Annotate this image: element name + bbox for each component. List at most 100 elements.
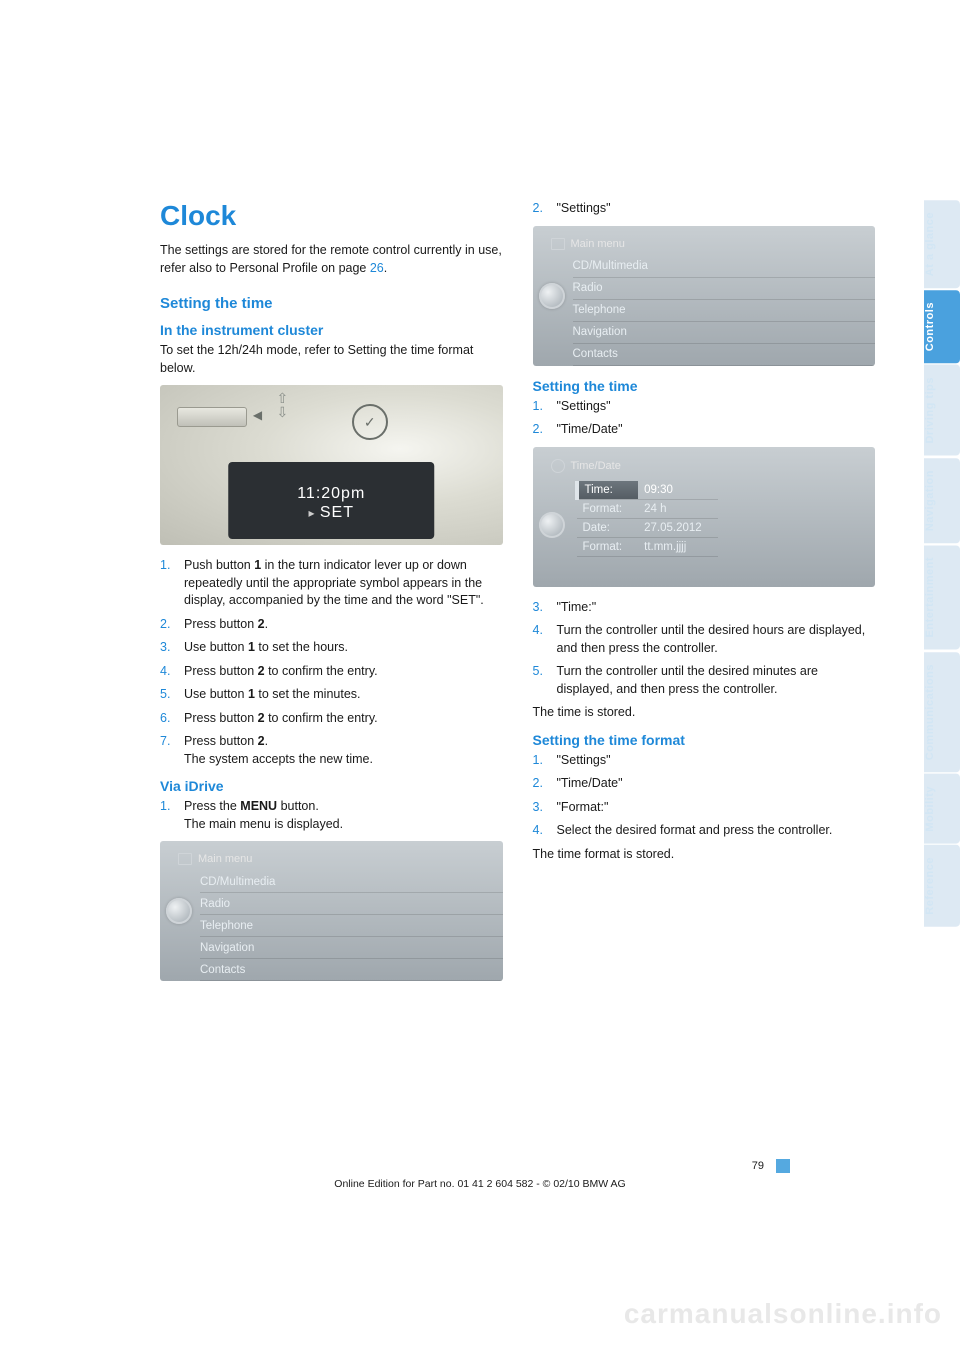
heading-setting-time: Setting the time (160, 295, 503, 312)
menu-item: Contacts (573, 344, 876, 366)
step-text: Press button 2 to confirm the entry. (184, 663, 503, 681)
figure-time-date: Time/Date Time:09:30Format:24 hDate:27.0… (533, 447, 876, 587)
step-text: Push button 1 in the turn indicator leve… (184, 557, 503, 610)
left-column: Clock The settings are stored for the re… (160, 200, 503, 993)
table-cell: Time: (577, 481, 639, 500)
menu-items: CD/MultimediaRadioTelephoneNavigationCon… (160, 871, 503, 981)
step-number: 4. (533, 622, 557, 657)
step-text: "Time:" (557, 599, 876, 617)
heading-time-format: Setting the time format (533, 732, 876, 748)
step-number: 1. (160, 798, 184, 833)
controller-knob-icon (539, 283, 565, 309)
edition-line: Online Edition for Part no. 01 41 2 604 … (0, 1178, 960, 1190)
step-text: "Time/Date" (557, 775, 876, 793)
list-item: 1."Settings" (533, 752, 876, 770)
step-number: 6. (160, 710, 184, 728)
list-item: 6.Press button 2 to confirm the entry. (160, 710, 503, 728)
step-text: "Format:" (557, 799, 876, 817)
step-text: Use button 1 to set the minutes. (184, 686, 503, 704)
table-row: Format:24 h (577, 499, 718, 518)
menu-item: Radio (200, 893, 503, 915)
page-number: 79 (752, 1160, 764, 1172)
menu-title: Main menu (198, 853, 252, 865)
page-content: Clock The settings are stored for the re… (0, 0, 960, 1220)
step-number: 1. (160, 557, 184, 610)
step-number: 2. (533, 200, 557, 218)
menu-item: Radio (573, 278, 876, 300)
list-item: 1.Push button 1 in the turn indicator le… (160, 557, 503, 610)
figure-main-menu-1: Main menu CD/MultimediaRadioTelephoneNav… (160, 841, 503, 981)
page-footer: 79 Online Edition for Part no. 01 41 2 6… (0, 1156, 960, 1190)
list-item: 2."Time/Date" (533, 775, 876, 793)
side-tabs: At a glanceControlsDriving tipsNavigatio… (924, 200, 960, 929)
menu-icon (551, 238, 565, 250)
menu-item: Navigation (200, 937, 503, 959)
timedate-header: Time/Date (533, 455, 876, 481)
list-item: 4.Turn the controller until the desired … (533, 622, 876, 657)
side-tab[interactable]: Driving tips (924, 365, 960, 456)
heading-instrument-cluster: In the instrument cluster (160, 322, 503, 338)
step-number: 4. (160, 663, 184, 681)
menu-item: CD/Multimedia (200, 871, 503, 893)
heading-via-idrive: Via iDrive (160, 778, 503, 794)
side-tab[interactable]: Controls (924, 290, 960, 363)
dial-icon (352, 404, 388, 440)
list-item: 1."Settings" (533, 398, 876, 416)
right-column: 2. "Settings" Main menu CD/MultimediaRad… (533, 200, 876, 993)
table-cell: 27.05.2012 (638, 518, 718, 537)
step-text: "Time/Date" (557, 421, 876, 439)
lever-icon (177, 407, 247, 427)
table-cell: 24 h (638, 499, 718, 518)
menu-title: Main menu (571, 238, 625, 250)
step-text: "Settings" (557, 752, 876, 770)
step-number: 3. (160, 639, 184, 657)
instrument-steps-list: 1.Push button 1 in the turn indicator le… (160, 557, 503, 768)
side-tab[interactable]: Navigation (924, 458, 960, 543)
side-tab[interactable]: At a glance (924, 200, 960, 288)
cluster-set: SET (309, 504, 354, 521)
step-text: "Settings" (557, 200, 876, 218)
page-ref-link[interactable]: 26 (370, 261, 384, 275)
menu-item: Navigation (573, 322, 876, 344)
table-cell: 09:30 (638, 481, 718, 500)
step-text: Turn the controller until the desired ho… (557, 622, 876, 657)
instrument-intro: To set the 12h/24h mode, refer to Settin… (160, 342, 503, 377)
list-item: 3."Time:" (533, 599, 876, 617)
menu-icon (178, 853, 192, 865)
intro-prefix: The settings are stored for the remote c… (160, 243, 502, 275)
side-tab[interactable]: Mobility (924, 774, 960, 844)
intro-suffix: . (384, 261, 387, 275)
timedate-table: Time:09:30Format:24 hDate:27.05.2012Form… (575, 481, 718, 557)
table-row: Date:27.05.2012 (577, 518, 718, 537)
side-tab[interactable]: Reference (924, 845, 960, 927)
figure-main-menu-2: Main menu CD/MultimediaRadioTelephoneNav… (533, 226, 876, 366)
time-format-steps-list: 1."Settings"2."Time/Date"3."Format:"4.Se… (533, 752, 876, 840)
step-text: Press button 2.The system accepts the ne… (184, 733, 503, 768)
page-title: Clock (160, 200, 503, 232)
step-text: Use button 1 to set the hours. (184, 639, 503, 657)
menu-header: Main menu (160, 849, 503, 871)
cluster-display: 11:20pm SET (229, 462, 435, 539)
watermark: carmanualsonline.info (624, 1298, 942, 1330)
updown-arrows-icon: ⇧⇩ (276, 391, 288, 419)
side-tab[interactable]: Entertainment (924, 545, 960, 649)
idrive-step-1-list: 1. Press the MENU button.The main menu i… (160, 798, 503, 833)
list-item: 2. "Settings" (533, 200, 876, 218)
format-stored: The time format is stored. (533, 846, 876, 864)
step-text: Press the MENU button.The main menu is d… (184, 798, 503, 833)
controller-knob-icon (166, 898, 192, 924)
step-number: 3. (533, 799, 557, 817)
side-tab[interactable]: Communications (924, 652, 960, 772)
clock-icon (551, 459, 565, 473)
list-item: 5.Turn the controller until the desired … (533, 663, 876, 698)
page-marker-icon (776, 1159, 790, 1173)
list-item: 2."Time/Date" (533, 421, 876, 439)
list-item: 3.Use button 1 to set the hours. (160, 639, 503, 657)
list-item: 1. Press the MENU button.The main menu i… (160, 798, 503, 833)
figure-instrument-cluster: ⇧⇩ 11:20pm SET (160, 385, 503, 545)
table-cell: Date: (577, 518, 639, 537)
intro-text: The settings are stored for the remote c… (160, 242, 503, 277)
menu-item: Contacts (200, 959, 503, 981)
step-number: 2. (533, 421, 557, 439)
heading-setting-time-2: Setting the time (533, 378, 876, 394)
